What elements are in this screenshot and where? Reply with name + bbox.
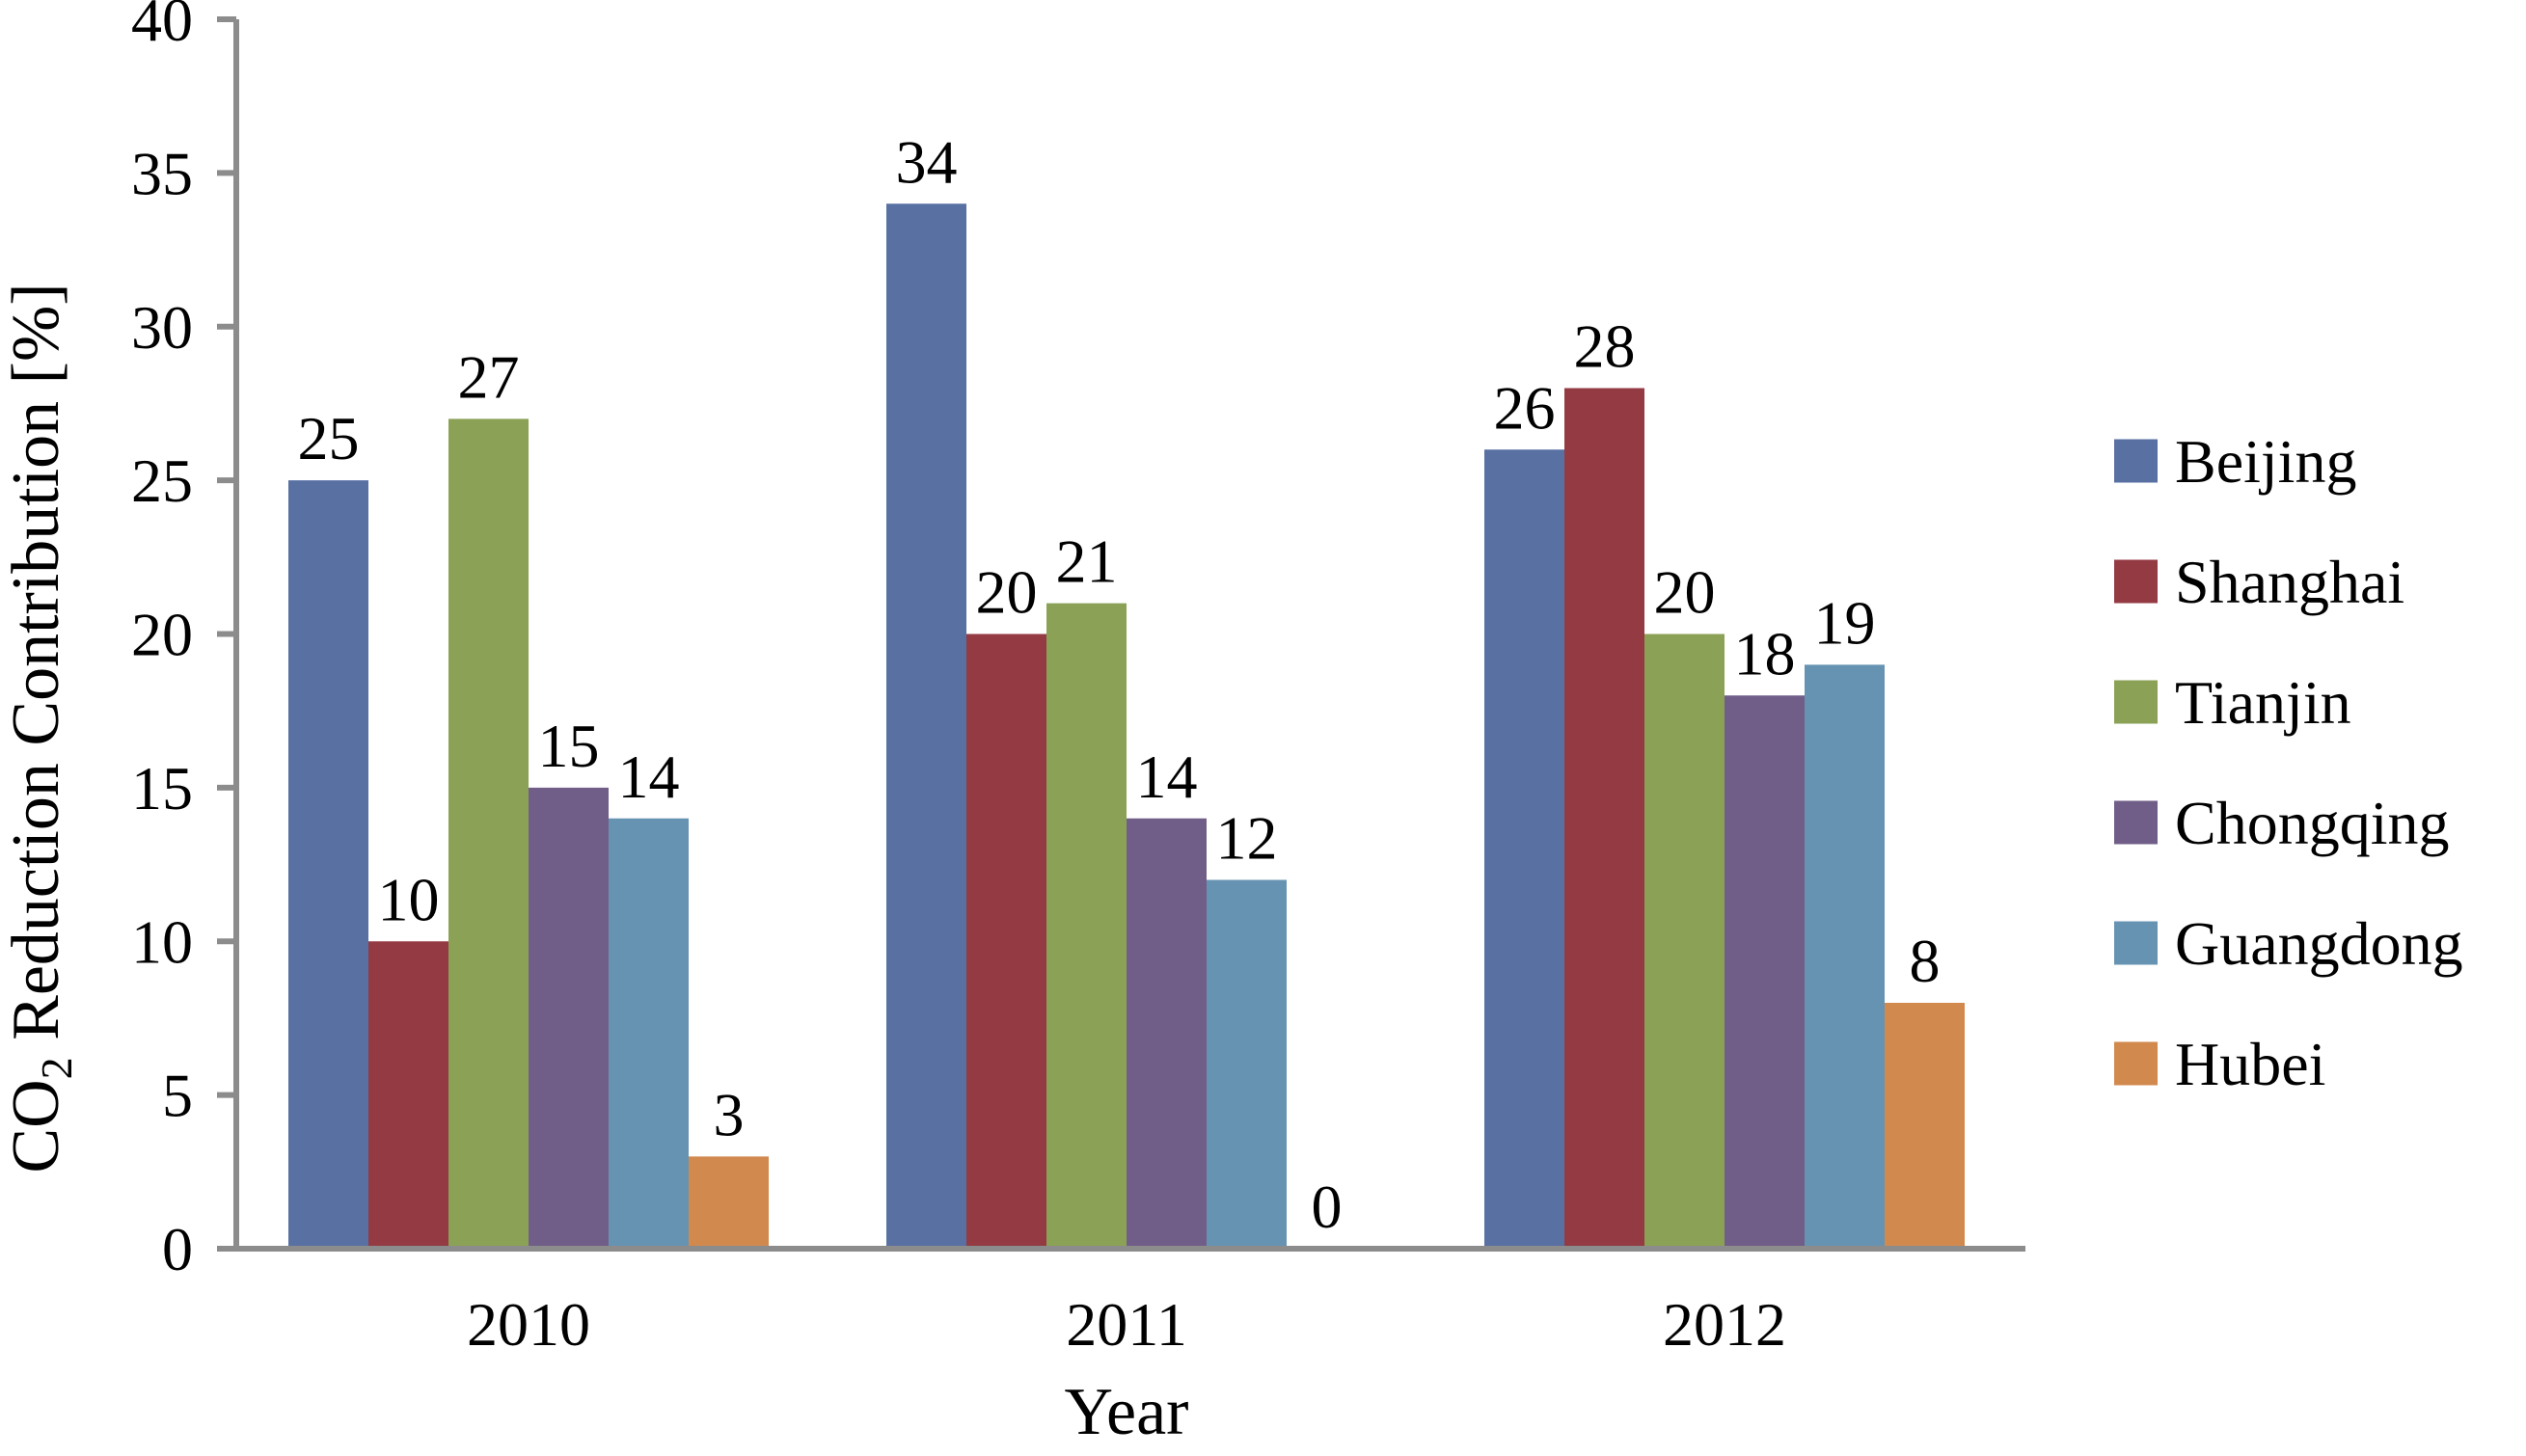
legend-label-hubei: Hubei xyxy=(2175,1030,2325,1098)
data-label-guangdong-2011: 12 xyxy=(1216,804,1278,873)
data-label-tianjin-2012: 20 xyxy=(1654,558,1716,627)
data-label-chongqing-2011: 14 xyxy=(1136,742,1198,811)
x-tick-label-2010: 2010 xyxy=(467,1290,590,1359)
y-tick-label-35: 35 xyxy=(131,139,193,207)
data-label-hubei-2012: 8 xyxy=(1910,927,1941,995)
legend-swatch-guangdong xyxy=(2114,921,2158,965)
bar-tianjin-2012 xyxy=(1644,634,1725,1249)
data-label-shanghai-2012: 28 xyxy=(1574,312,1636,381)
data-label-chongqing-2010: 15 xyxy=(538,712,600,780)
y-tick-label-10: 10 xyxy=(131,907,193,976)
legend-label-chongqing: Chongqing xyxy=(2175,789,2449,857)
legend-swatch-hubei xyxy=(2114,1041,2158,1086)
bar-chongqing-2011 xyxy=(1127,818,1207,1249)
y-tick-label-20: 20 xyxy=(131,601,193,669)
y-axis-title-subscript: 2 xyxy=(32,1057,81,1079)
bars-layer xyxy=(288,203,1965,1249)
data-label-tianjin-2011: 21 xyxy=(1056,527,1118,596)
bar-tianjin-2011 xyxy=(1046,603,1127,1249)
bar-hubei-2012 xyxy=(1885,1003,1965,1249)
y-tick-label-15: 15 xyxy=(131,754,193,822)
bar-guangdong-2010 xyxy=(609,818,689,1249)
legend-label-beijing: Beijing xyxy=(2175,427,2356,496)
data-label-hubei-2011: 0 xyxy=(1312,1173,1343,1241)
bar-beijing-2012 xyxy=(1484,449,1564,1249)
data-label-beijing-2010: 25 xyxy=(298,404,360,472)
x-axis-title: Year xyxy=(1065,1375,1189,1449)
x-tick-label-2012: 2012 xyxy=(1663,1290,1786,1359)
y-axis-title-rest: Reduction Contribution [%] xyxy=(0,283,73,1057)
legend-swatch-chongqing xyxy=(2114,800,2158,845)
bar-shanghai-2012 xyxy=(1564,388,1644,1249)
legend: Beijing Shanghai Tianjin Chongqing Guangdong… xyxy=(2114,427,2463,1098)
data-label-beijing-2012: 26 xyxy=(1494,373,1556,442)
x-tick-label-2011: 2011 xyxy=(1066,1290,1187,1359)
bar-guangdong-2011 xyxy=(1207,879,1287,1249)
data-label-guangdong-2012: 19 xyxy=(1814,588,1876,657)
y-tick-label-5: 5 xyxy=(162,1062,193,1130)
bar-beijing-2011 xyxy=(886,203,966,1249)
bar-chongqing-2010 xyxy=(529,787,609,1249)
y-tick-label-25: 25 xyxy=(131,446,193,515)
legend-swatch-beijing xyxy=(2114,439,2158,483)
legend-label-shanghai: Shanghai xyxy=(2175,548,2404,616)
data-label-chongqing-2012: 18 xyxy=(1734,619,1796,688)
legend-swatch-tianjin xyxy=(2114,680,2158,724)
axes-layer xyxy=(217,16,2025,1252)
bar-hubei-2010 xyxy=(689,1156,769,1249)
bar-shanghai-2010 xyxy=(368,941,448,1249)
y-tick-label-0: 0 xyxy=(162,1215,193,1283)
y-axis-title-prefix: CO xyxy=(0,1079,73,1173)
data-label-shanghai-2010: 10 xyxy=(378,865,440,933)
legend-swatch-shanghai xyxy=(2114,559,2158,604)
bar-tianjin-2010 xyxy=(448,418,529,1249)
bar-beijing-2010 xyxy=(288,480,368,1249)
data-label-shanghai-2011: 20 xyxy=(976,558,1038,627)
data-label-guangdong-2010: 14 xyxy=(618,742,680,811)
bar-shanghai-2011 xyxy=(966,634,1046,1249)
data-label-hubei-2010: 3 xyxy=(714,1080,745,1148)
bar-chongqing-2012 xyxy=(1725,695,1805,1249)
data-label-tianjin-2010: 27 xyxy=(458,342,520,411)
y-tick-label-40: 40 xyxy=(131,0,193,54)
y-axis-title: CO2 Reduction Contribution [%] xyxy=(0,283,81,1173)
y-tick-label-30: 30 xyxy=(131,293,193,362)
data-label-beijing-2011: 34 xyxy=(896,127,958,196)
bar-guangdong-2012 xyxy=(1805,664,1885,1249)
legend-label-guangdong: Guangdong xyxy=(2175,909,2463,978)
legend-label-tianjin: Tianjin xyxy=(2175,668,2351,737)
